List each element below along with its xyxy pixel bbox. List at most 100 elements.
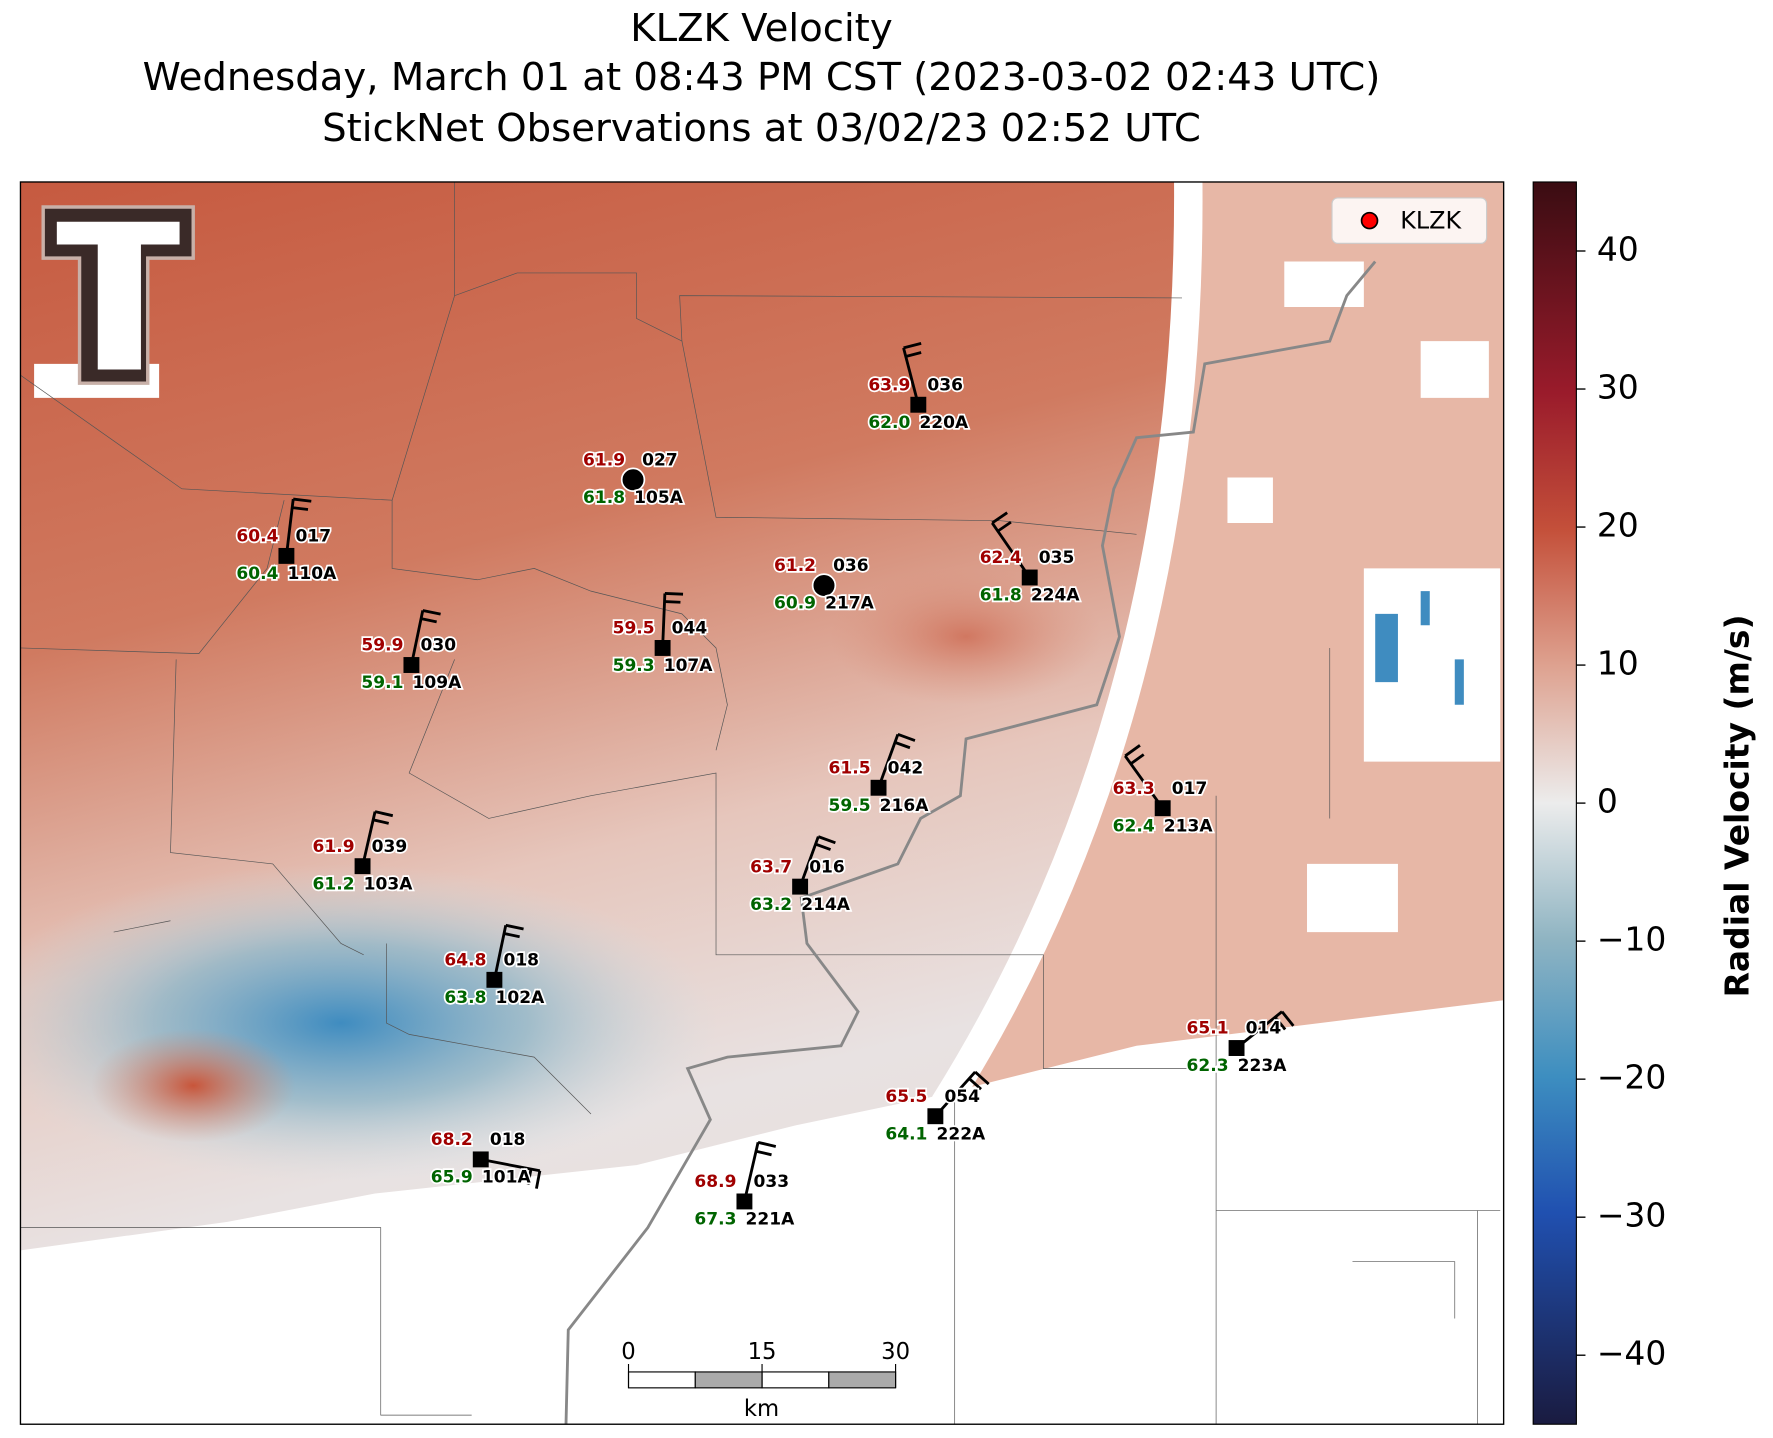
county-lines (20, 181, 1501, 1425)
wind-barb-feather (903, 341, 922, 350)
station: 61.5 042 59.5 216A (827, 733, 931, 818)
temperature: 63.9 (868, 375, 910, 395)
station: 61.9 039 61.2 103A (311, 810, 415, 896)
station-id: 214A (801, 895, 851, 915)
dewpoint: 60.4 (236, 564, 278, 584)
dewpoint: 65.9 (431, 1168, 473, 1188)
temperature: 59.9 (361, 636, 403, 656)
wind-barb-feather (1129, 753, 1145, 765)
dewpoint: 61.8 (583, 488, 625, 508)
wind-barb-feather (968, 1077, 982, 1091)
river (564, 260, 1377, 1425)
wind-value: 033 (754, 1172, 790, 1192)
station: 64.8 018 63.8 102A (443, 923, 547, 1010)
wind-value: 016 (809, 857, 845, 877)
station: 61.9 027 61.8 105A (581, 449, 685, 510)
colorbar-label: Radial Velocity (m/s) (1717, 614, 1756, 997)
wind-value: 036 (833, 556, 869, 576)
wind-value: 054 (944, 1087, 980, 1107)
wind-barb (743, 1142, 760, 1202)
map-frame (19, 181, 1505, 1425)
station-marker (403, 657, 420, 673)
colorbar-ticks: 40 30 20 10 0 −10 −20 −30 −40 (1576, 229, 1667, 1373)
temperature: 63.3 (1113, 779, 1155, 799)
station-marker (1154, 800, 1171, 817)
temperature: 68.2 (431, 1130, 473, 1150)
station: 63.9 036 62.0 220A (867, 341, 971, 435)
temperature: 64.8 (444, 951, 486, 971)
stations: 60.4 017 60.4 110A 61.9 027 61.8 105A 63.9 036 62.… (235, 341, 1295, 1231)
wind-barb (361, 811, 377, 867)
wind-barb-feather (374, 810, 394, 818)
scale-tick-label: 30 (881, 1339, 910, 1365)
station: 63.7 016 63.2 214A (748, 835, 853, 917)
range-gap (931, 181, 1203, 1097)
wind-barb (1124, 755, 1164, 810)
scale-segment (694, 1371, 763, 1389)
temperature: 61.5 (829, 758, 871, 778)
temperature: 65.1 (1187, 1019, 1229, 1039)
colorbar (1532, 181, 1577, 1425)
temperature: 61.9 (313, 837, 355, 857)
station-marker (792, 878, 809, 895)
station: 68.2 018 65.9 101A (429, 1128, 542, 1189)
temperature: 63.7 (750, 857, 792, 877)
wind-value: 018 (490, 1130, 526, 1150)
no-data (20, 1000, 1504, 1425)
wind-value: 042 (888, 758, 924, 778)
wind-barb-feather (897, 733, 916, 742)
wind-value: 014 (1246, 1019, 1282, 1039)
scale-segment (828, 1371, 897, 1389)
dewpoint: 63.8 (444, 988, 486, 1008)
wind-value: 039 (372, 837, 408, 857)
station: 62.4 035 61.8 224A (978, 511, 1082, 607)
station-id: 109A (413, 673, 463, 693)
wind-value: 044 (672, 619, 708, 639)
dewpoint: 61.8 (980, 586, 1022, 606)
station-id: 223A (1238, 1056, 1288, 1076)
wind-barb (284, 498, 295, 557)
dewpoint: 59.3 (613, 656, 655, 676)
wind-barb (902, 347, 920, 406)
colorbar-tick-label: 30 (1597, 368, 1639, 407)
wind-barb-feather (535, 1170, 542, 1189)
station: 65.5 054 64.1 222A (884, 1070, 990, 1146)
station-id: 217A (825, 594, 875, 614)
dewpoint: 62.3 (1187, 1056, 1229, 1076)
station-id: 221A (746, 1210, 796, 1230)
outer-region (943, 181, 1504, 1092)
wind-barb-feather (292, 506, 309, 511)
colorbar-tick-label: 40 (1597, 229, 1639, 268)
station-id: 103A (364, 874, 414, 894)
station-id: 213A (1164, 816, 1214, 836)
dewpoint: 63.2 (750, 895, 792, 915)
temperature: 59.5 (613, 619, 655, 639)
temperature: 60.4 (236, 527, 278, 547)
observation-time: StickNet Observations at 03/02/23 02:52 … (322, 106, 1201, 151)
station-id: 220A (919, 413, 969, 433)
wind-value: 030 (421, 636, 457, 656)
wind-value: 027 (642, 450, 678, 470)
station-marker (472, 1151, 489, 1168)
scale-segment (627, 1371, 696, 1389)
logo (41, 205, 195, 385)
temperature: 61.9 (583, 450, 625, 470)
legend-label: KLZK (1400, 206, 1462, 234)
station-marker (620, 467, 646, 492)
wind-barb-feather (503, 932, 520, 939)
dewpoint: 61.2 (313, 874, 355, 894)
wind-barb-feather (1124, 744, 1141, 758)
station: 63.3 017 62.4 213A (1111, 744, 1215, 838)
station: 61.2 036 60.9 217A (772, 554, 876, 615)
station-marker (278, 547, 295, 564)
station-marker (654, 640, 671, 656)
colorbar-tick-label: 10 (1597, 644, 1639, 683)
outbound-patch (90, 1028, 296, 1143)
station-id: 102A (496, 988, 546, 1008)
station: 60.4 017 60.4 110A (235, 497, 339, 586)
wind-value: 018 (503, 951, 539, 971)
colorbar-tick-label: −10 (1597, 920, 1667, 959)
subtitle: Wednesday, March 01 at 08:43 PM CST (202… (143, 55, 1381, 100)
